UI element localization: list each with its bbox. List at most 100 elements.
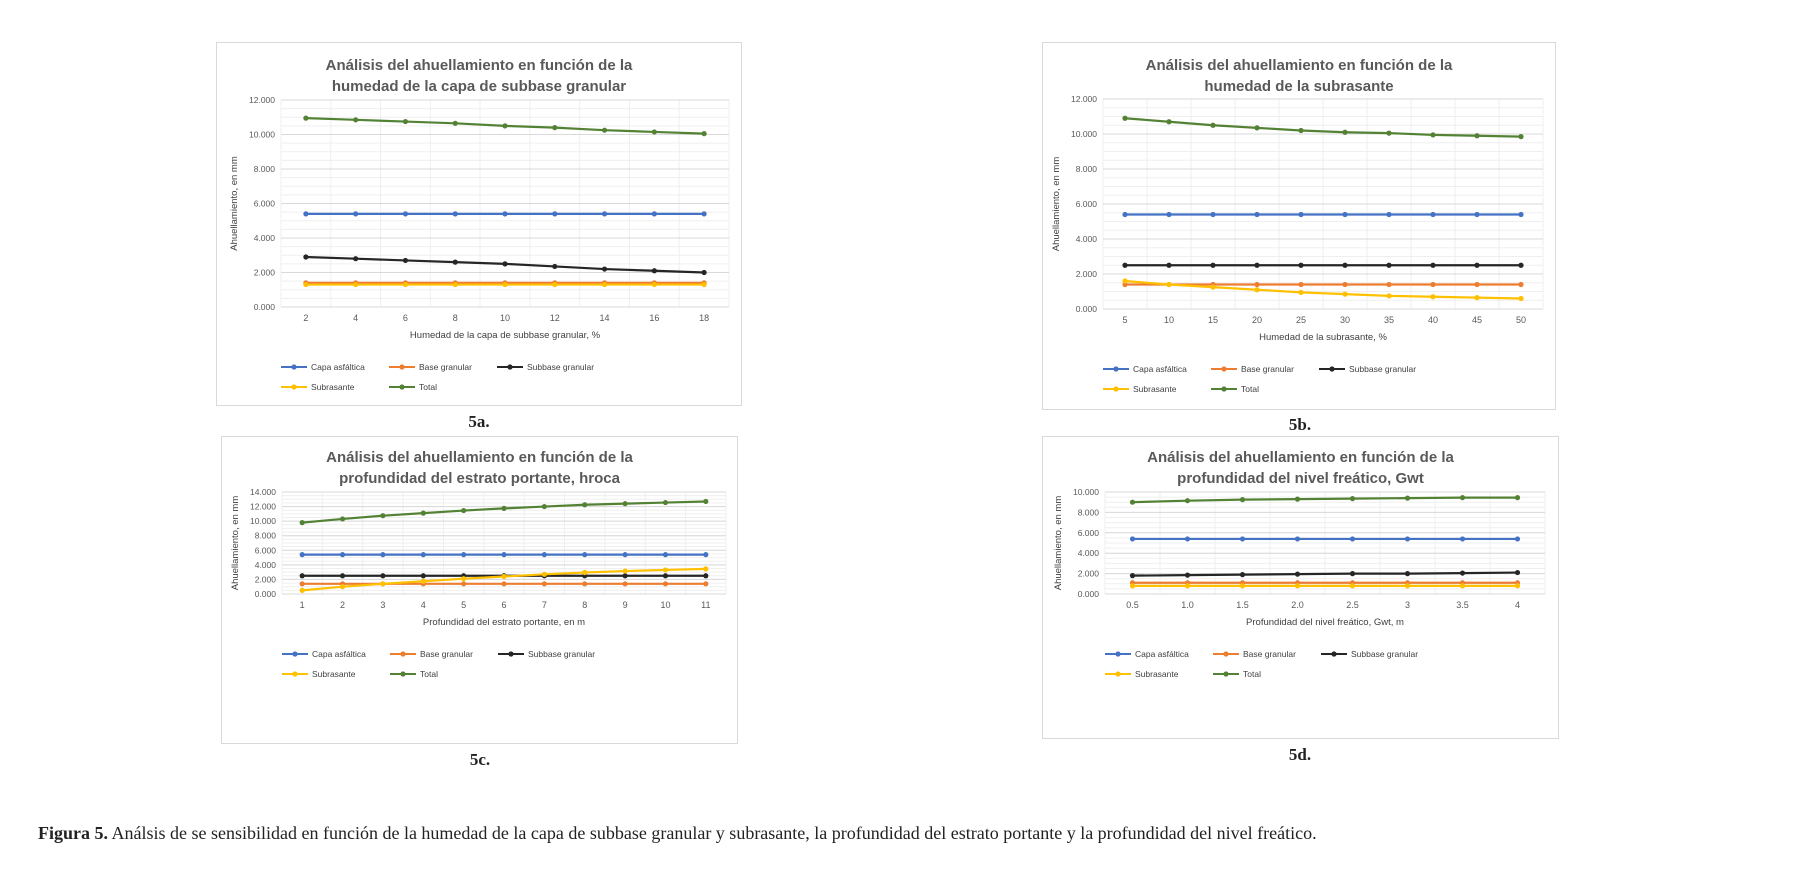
data-point — [1430, 211, 1436, 218]
data-point — [601, 127, 608, 133]
chart-panel-5b: Análisis del ahuellamiento en función de… — [1042, 42, 1556, 410]
legend-swatch-marker — [1221, 366, 1227, 372]
series-line-total — [1132, 496, 1518, 504]
data-point — [1298, 281, 1304, 288]
data-point — [1294, 536, 1301, 542]
x-tick-label: 45 — [1472, 315, 1482, 325]
data-point — [1386, 130, 1392, 136]
x-tick-label: 25 — [1296, 315, 1306, 325]
legend-label: Total — [1241, 384, 1259, 394]
data-point — [299, 520, 305, 526]
legend-item-base-granular: Base granular — [389, 362, 472, 372]
legend-swatch-marker — [1113, 366, 1119, 372]
y-tick-label: 4.000 — [255, 560, 277, 570]
data-point — [703, 552, 709, 558]
data-point — [1166, 211, 1172, 218]
y-axis-label: Ahuellamiento, en mm — [1051, 157, 1062, 252]
data-point — [662, 573, 669, 579]
data-point — [353, 256, 359, 262]
y-tick-label: 2.000 — [1078, 569, 1100, 579]
data-point — [582, 502, 588, 508]
x-axis-label: Humedad de la capa de subbase granular, … — [410, 330, 601, 341]
data-point — [703, 581, 709, 587]
legend-item-subbase-granular: Subbase granular — [1321, 649, 1418, 659]
data-point — [402, 211, 409, 217]
data-point — [1122, 278, 1128, 284]
data-point — [1210, 262, 1216, 268]
x-tick-label: 10 — [500, 313, 510, 323]
legend-swatch-marker — [1223, 651, 1229, 657]
x-tick-label: 20 — [1252, 315, 1262, 325]
y-tick-label: 12.000 — [250, 502, 276, 512]
data-point — [1342, 129, 1348, 135]
legend-swatch-marker — [508, 651, 514, 657]
data-point — [1294, 571, 1301, 577]
data-point — [1166, 281, 1172, 288]
legend-item-subbase-granular: Subbase granular — [498, 649, 595, 659]
legend-swatch-marker — [1329, 366, 1335, 372]
x-tick-label: 10 — [1164, 315, 1174, 325]
chart-svg-5c: 0.000 2.000 4.000 6.000 8.000 10.000 12.000 14.… — [230, 487, 727, 679]
data-point — [1239, 583, 1246, 589]
legend-item-total: Total — [390, 669, 438, 679]
legend-item-base-granular: Base granular — [1211, 364, 1294, 374]
legend-item-subrasante: Subrasante — [281, 382, 355, 392]
data-point — [420, 578, 426, 584]
x-tick-label: 18 — [699, 313, 709, 323]
legend-swatch-marker — [1113, 386, 1119, 392]
data-point — [1404, 495, 1411, 501]
x-axis-label: Profundidad del estrato portante, en m — [423, 617, 585, 628]
data-point — [353, 281, 359, 288]
data-point — [299, 573, 305, 579]
data-point — [502, 211, 508, 217]
y-tick-label: 12.000 — [249, 95, 275, 105]
data-point — [1298, 289, 1304, 295]
legend-swatch-marker — [399, 364, 405, 370]
data-point — [1459, 495, 1466, 501]
data-point — [339, 573, 346, 579]
data-point — [541, 571, 547, 577]
data-point — [1254, 287, 1260, 293]
panel-label-5b: 5b. — [1288, 415, 1312, 434]
x-tick-label: 0.5 — [1126, 600, 1139, 610]
legend-label: Subrasante — [1133, 384, 1177, 394]
data-point — [502, 261, 508, 267]
data-point — [701, 269, 707, 276]
data-point — [452, 281, 458, 288]
series-line-subrasante — [1124, 279, 1522, 300]
chart-panel-5a: Análisis del ahuellamiento en función de… — [216, 42, 742, 406]
y-tick-label: 10.000 — [1071, 129, 1097, 139]
data-point — [1514, 536, 1521, 542]
chart-svg-5b: 0.000 2.000 4.000 6.000 8.000 10.000 12.000 5 10… — [1051, 94, 1544, 394]
data-point — [662, 567, 669, 573]
data-point — [461, 576, 467, 582]
data-point — [1518, 281, 1524, 288]
data-point — [1254, 281, 1260, 288]
data-point — [1404, 536, 1411, 542]
chart-svg-5d: 0.000 2.000 4.000 6.000 8.000 10.000 0.5 1.0 1.5… — [1053, 487, 1546, 679]
data-point — [701, 131, 707, 137]
data-point — [1430, 281, 1436, 288]
x-tick-label: 10 — [660, 600, 670, 610]
data-point — [452, 120, 458, 126]
data-point — [1342, 291, 1348, 297]
y-tick-label: 10.000 — [249, 130, 275, 140]
data-point — [662, 581, 669, 587]
y-tick-label: 4.000 — [1076, 234, 1098, 244]
data-point — [541, 581, 547, 587]
data-point — [1342, 262, 1348, 268]
y-axis-label: Ahuellamiento, en mm — [1053, 496, 1064, 591]
data-point — [402, 257, 409, 264]
data-point — [1122, 211, 1128, 218]
x-tick-label: 2.5 — [1346, 600, 1359, 610]
data-point — [1254, 125, 1260, 131]
x-tick-label: 5 — [1122, 315, 1127, 325]
data-point — [501, 581, 507, 587]
y-tick-label: 6.000 — [254, 199, 276, 209]
figure-caption: Figura 5. Análsis de se sensibilidad en … — [38, 823, 1317, 844]
data-point — [1474, 133, 1480, 139]
data-point — [622, 552, 628, 558]
data-point — [1518, 262, 1524, 268]
data-point — [1459, 583, 1466, 589]
data-point — [1474, 211, 1480, 218]
